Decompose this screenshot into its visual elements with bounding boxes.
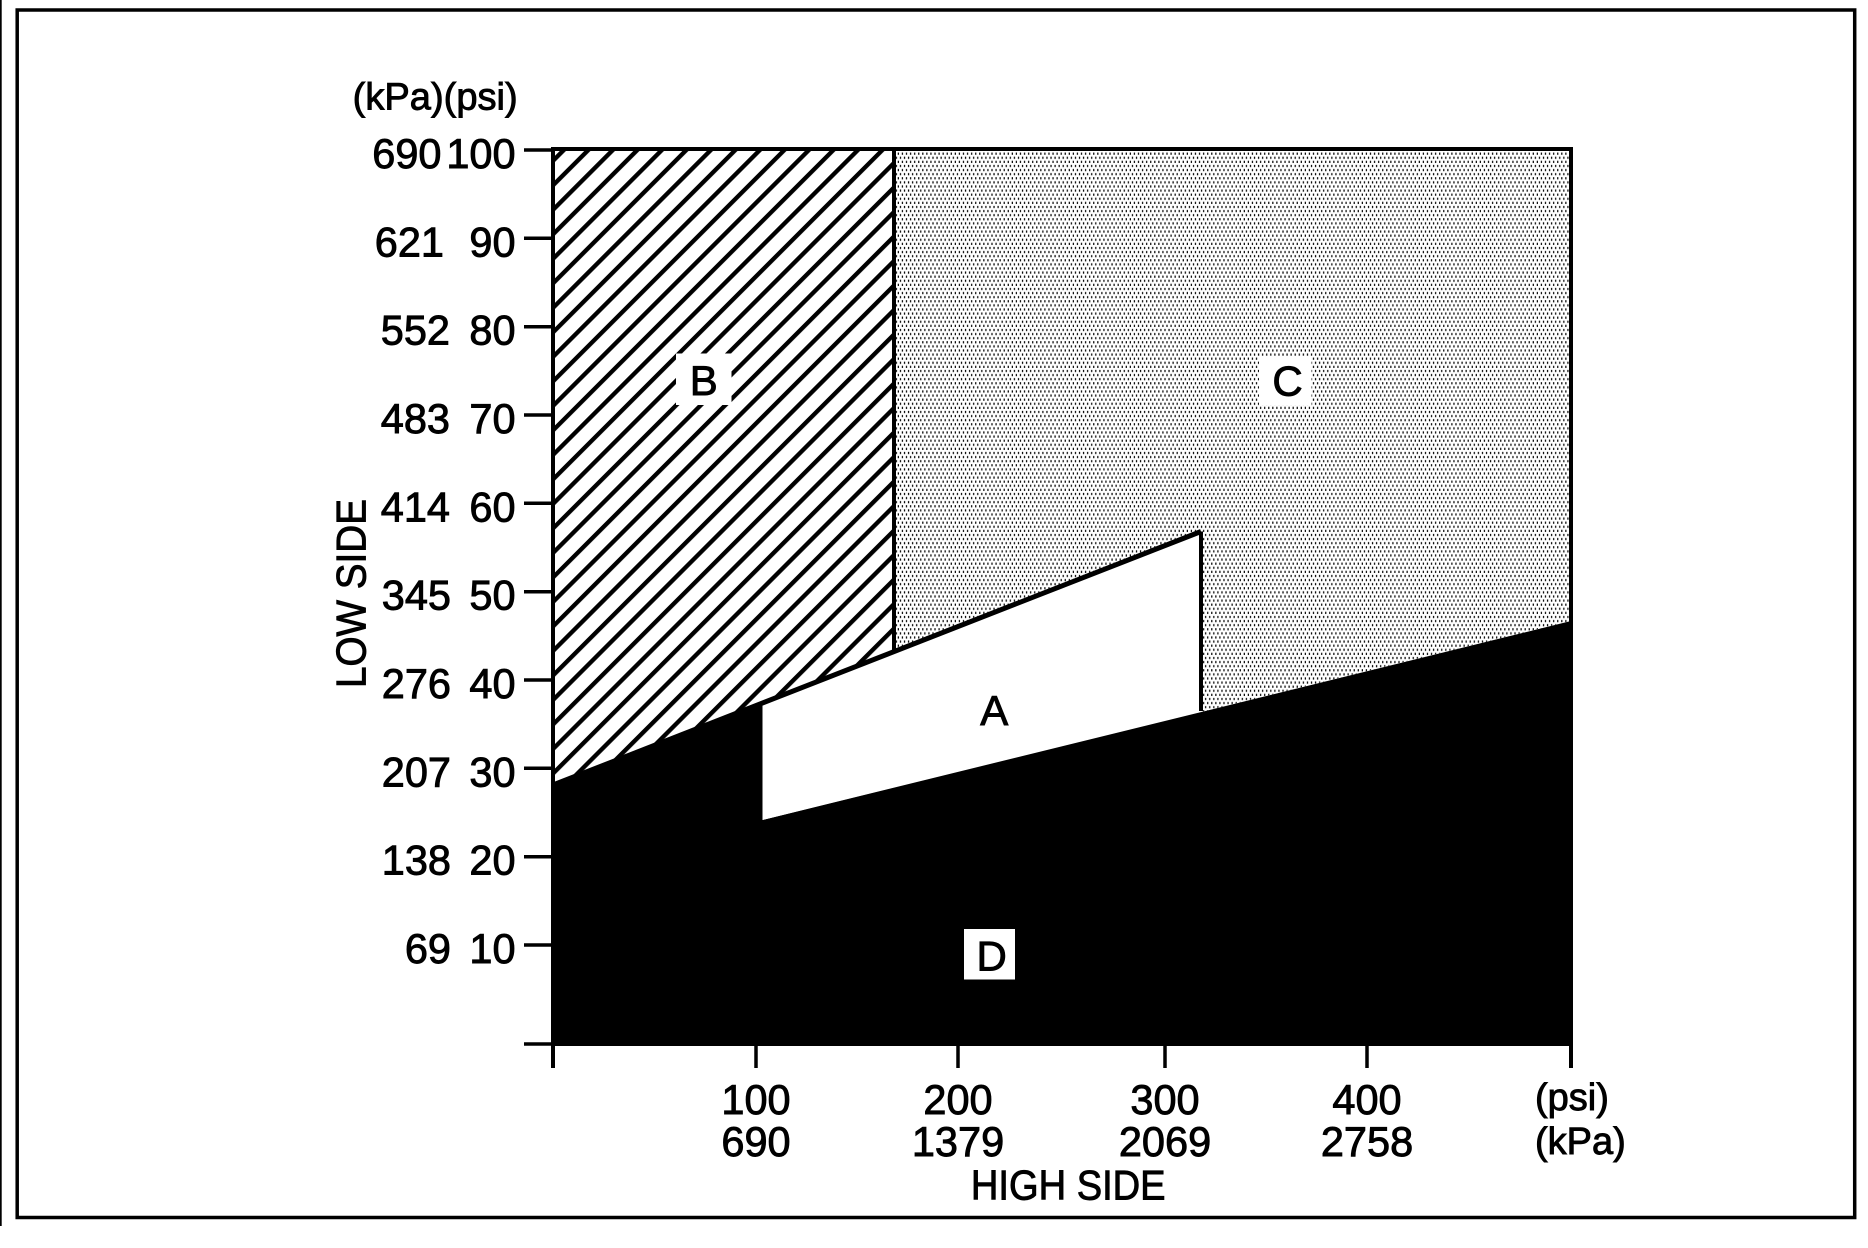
- svg-text:621: 621: [375, 218, 444, 265]
- svg-text:HIGH SIDE: HIGH SIDE: [971, 1162, 1166, 1209]
- svg-text:200: 200: [923, 1076, 992, 1123]
- svg-text:60: 60: [469, 483, 515, 530]
- svg-text:70: 70: [469, 395, 515, 442]
- svg-text:276: 276: [382, 660, 451, 707]
- svg-text:100: 100: [446, 130, 515, 177]
- svg-text:345: 345: [382, 572, 451, 619]
- svg-text:1379: 1379: [912, 1118, 1004, 1165]
- svg-text:300: 300: [1130, 1076, 1199, 1123]
- svg-text:B: B: [690, 357, 718, 404]
- svg-text:(psi): (psi): [1535, 1077, 1609, 1119]
- svg-text:10: 10: [469, 925, 515, 972]
- svg-text:400: 400: [1332, 1076, 1401, 1123]
- svg-text:138: 138: [382, 837, 451, 884]
- svg-text:690: 690: [721, 1118, 790, 1165]
- svg-text:(kPa)(psi): (kPa)(psi): [353, 77, 518, 119]
- svg-text:483: 483: [381, 395, 450, 442]
- svg-text:90: 90: [469, 218, 515, 265]
- svg-text:80: 80: [469, 307, 515, 354]
- svg-text:690: 690: [372, 130, 441, 177]
- svg-text:30: 30: [469, 748, 515, 795]
- svg-text:40: 40: [469, 660, 515, 707]
- svg-text:2069: 2069: [1119, 1118, 1211, 1165]
- svg-text:D: D: [977, 932, 1007, 979]
- svg-text:2758: 2758: [1321, 1118, 1413, 1165]
- svg-text:50: 50: [469, 572, 515, 619]
- svg-text:69: 69: [405, 925, 451, 972]
- svg-text:20: 20: [469, 837, 515, 884]
- svg-text:100: 100: [721, 1076, 790, 1123]
- svg-text:C: C: [1272, 358, 1302, 405]
- svg-text:(kPa): (kPa): [1535, 1121, 1626, 1163]
- svg-text:A: A: [980, 687, 1008, 734]
- svg-text:552: 552: [381, 307, 450, 354]
- svg-text:LOW SIDE: LOW SIDE: [328, 499, 375, 688]
- svg-text:207: 207: [382, 748, 451, 795]
- svg-text:414: 414: [381, 483, 450, 530]
